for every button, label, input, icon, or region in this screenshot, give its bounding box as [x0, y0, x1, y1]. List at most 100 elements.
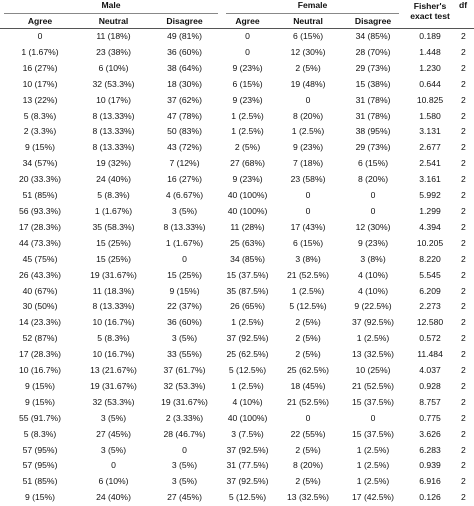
male-agree-cell: 51 (85%): [0, 474, 80, 490]
female-neutral-cell: 18 (45%): [273, 379, 343, 395]
table-row: 40 (67%)11 (18.3%)9 (15%)35 (87.5%)1 (2.…: [0, 284, 474, 300]
male-agree-cell: 26 (43.3%): [0, 268, 80, 284]
female-disagree-cell: 34 (85%): [343, 29, 403, 45]
male-agree-cell: 5 (8.3%): [0, 109, 80, 125]
female-agree-cell: 9 (23%): [222, 61, 273, 77]
female-agree-cell: 9 (23%): [222, 93, 273, 109]
fisher-header-line1: Fisher's: [414, 1, 447, 11]
fisher-value-cell: 4.394: [403, 220, 457, 236]
df-header: df: [457, 0, 474, 29]
female-neutral-cell: 13 (32.5%): [273, 490, 343, 506]
female-disagree-cell: 38 (95%): [343, 124, 403, 140]
male-agree-cell: 57 (95%): [0, 443, 80, 459]
female-agree-cell: 35 (87.5%): [222, 284, 273, 300]
df-cell: 2: [457, 458, 474, 474]
male-agree-cell: 9 (15%): [0, 490, 80, 506]
female-agree-header: Agree: [222, 14, 273, 29]
male-agree-cell: 40 (67%): [0, 284, 80, 300]
df-cell: 2: [457, 124, 474, 140]
female-agree-cell: 11 (28%): [222, 220, 273, 236]
female-disagree-cell: 3 (8%): [343, 252, 403, 268]
male-disagree-cell: 36 (60%): [147, 315, 222, 331]
fisher-value-cell: 5.545: [403, 268, 457, 284]
fisher-value-cell: 1.230: [403, 61, 457, 77]
male-disagree-cell: 37 (61.7%): [147, 363, 222, 379]
female-neutral-cell: 0: [273, 93, 343, 109]
df-cell: 2: [457, 427, 474, 443]
fisher-value-cell: 1.299: [403, 204, 457, 220]
df-cell: 2: [457, 188, 474, 204]
df-cell: 2: [457, 284, 474, 300]
female-agree-cell: 37 (92.5%): [222, 443, 273, 459]
fisher-value-cell: 10.205: [403, 236, 457, 252]
df-cell: 2: [457, 443, 474, 459]
male-neutral-cell: 32 (53.3%): [80, 395, 147, 411]
fisher-value-cell: 10.825: [403, 93, 457, 109]
female-disagree-cell: 15 (37.5%): [343, 395, 403, 411]
male-neutral-cell: 10 (17%): [80, 93, 147, 109]
df-cell: 2: [457, 45, 474, 61]
female-disagree-cell: 37 (92.5%): [343, 315, 403, 331]
df-cell: 2: [457, 490, 474, 506]
male-agree-cell: 52 (87%): [0, 331, 80, 347]
male-agree-cell: 17 (28.3%): [0, 347, 80, 363]
male-agree-header: Agree: [0, 14, 80, 29]
male-disagree-cell: 27 (45%): [147, 490, 222, 506]
female-agree-cell: 5 (12.5%): [222, 363, 273, 379]
male-agree-cell: 2 (3.3%): [0, 124, 80, 140]
female-disagree-cell: 31 (78%): [343, 93, 403, 109]
female-neutral-cell: 7 (18%): [273, 156, 343, 172]
male-agree-cell: 10 (17%): [0, 77, 80, 93]
male-agree-cell: 56 (93.3%): [0, 204, 80, 220]
female-agree-cell: 5 (12.5%): [222, 490, 273, 506]
df-cell: 2: [457, 315, 474, 331]
female-agree-cell: 3 (7.5%): [222, 427, 273, 443]
df-cell: 2: [457, 474, 474, 490]
fisher-value-cell: 0.126: [403, 490, 457, 506]
male-disagree-cell: 2 (3.33%): [147, 411, 222, 427]
table-row: 26 (43.3%)19 (31.67%)15 (25%)15 (37.5%)2…: [0, 268, 474, 284]
male-agree-cell: 34 (57%): [0, 156, 80, 172]
male-neutral-cell: 3 (5%): [80, 411, 147, 427]
male-disagree-cell: 15 (25%): [147, 268, 222, 284]
male-neutral-cell: 19 (31.67%): [80, 268, 147, 284]
table-row: 10 (16.7%)13 (21.67%)37 (61.7%)5 (12.5%)…: [0, 363, 474, 379]
table-row: 2 (3.3%)8 (13.33%)50 (83%)1 (2.5%)1 (2.5…: [0, 124, 474, 140]
fisher-value-cell: 0.928: [403, 379, 457, 395]
table-row: 9 (15%)24 (40%)27 (45%)5 (12.5%)13 (32.5…: [0, 490, 474, 506]
df-cell: 2: [457, 268, 474, 284]
female-group-rule: [226, 13, 399, 14]
fisher-value-cell: 0.939: [403, 458, 457, 474]
female-disagree-cell: 12 (30%): [343, 220, 403, 236]
male-disagree-cell: 4 (6.67%): [147, 188, 222, 204]
df-cell: 2: [457, 347, 474, 363]
female-agree-cell: 2 (5%): [222, 140, 273, 156]
male-neutral-cell: 32 (53.3%): [80, 77, 147, 93]
female-agree-cell: 40 (100%): [222, 188, 273, 204]
male-disagree-cell: 36 (60%): [147, 45, 222, 61]
female-disagree-cell: 9 (23%): [343, 236, 403, 252]
df-cell: 2: [457, 252, 474, 268]
df-cell: 2: [457, 172, 474, 188]
fisher-value-cell: 8.220: [403, 252, 457, 268]
female-neutral-cell: 5 (12.5%): [273, 299, 343, 315]
male-neutral-cell: 0: [80, 458, 147, 474]
female-agree-cell: 37 (92.5%): [222, 474, 273, 490]
female-agree-cell: 27 (68%): [222, 156, 273, 172]
male-agree-cell: 51 (85%): [0, 188, 80, 204]
table-row: 20 (33.3%)24 (40%)16 (27%)9 (23%)23 (58%…: [0, 172, 474, 188]
df-cell: 2: [457, 109, 474, 125]
male-disagree-cell: 33 (55%): [147, 347, 222, 363]
female-neutral-cell: 0: [273, 204, 343, 220]
female-disagree-cell: 9 (22.5%): [343, 299, 403, 315]
female-neutral-cell: 2 (5%): [273, 315, 343, 331]
male-disagree-cell: 8 (13.33%): [147, 220, 222, 236]
fisher-header-line2: exact test: [410, 11, 450, 21]
df-cell: 2: [457, 61, 474, 77]
